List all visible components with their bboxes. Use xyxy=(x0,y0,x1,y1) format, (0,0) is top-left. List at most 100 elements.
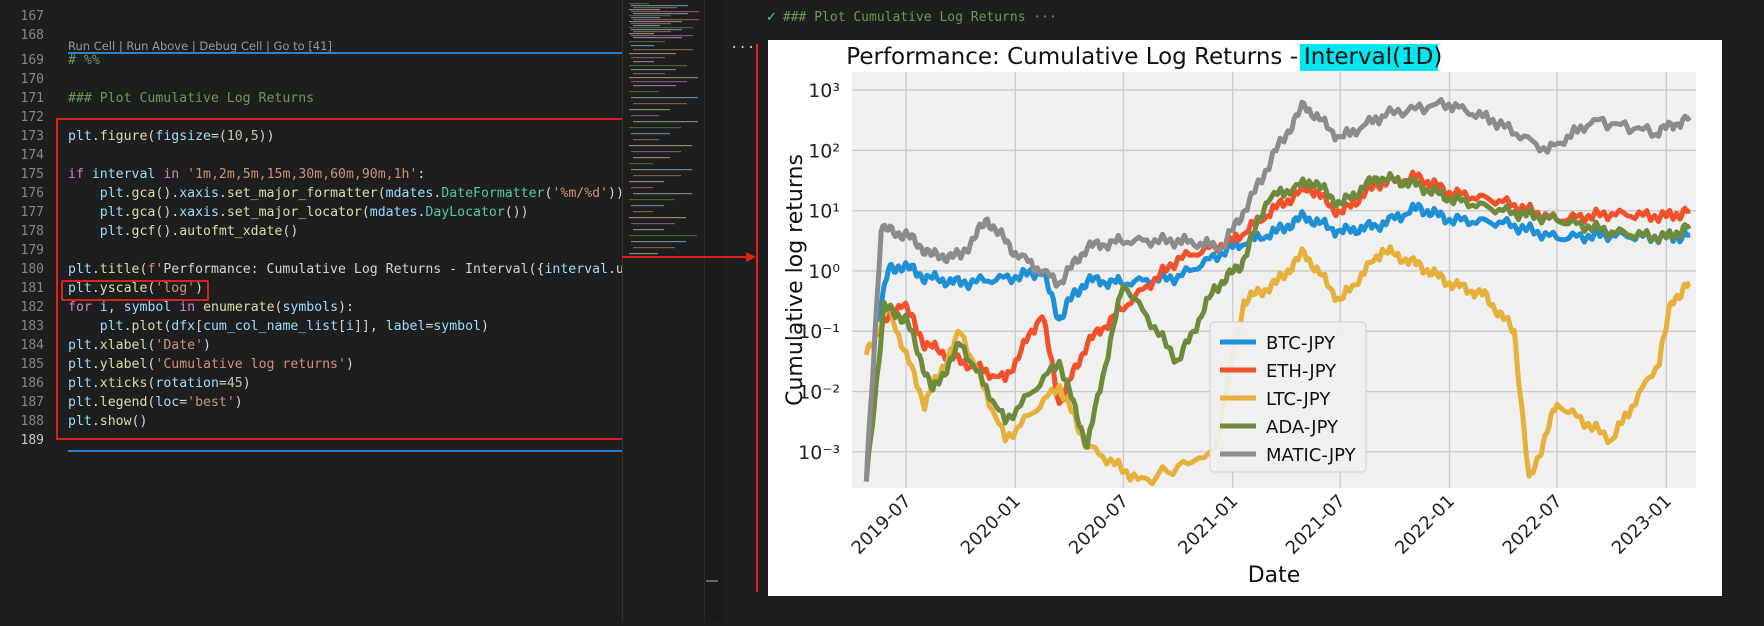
minimap-line xyxy=(631,223,675,225)
minimap-line xyxy=(629,163,653,165)
minimap-line xyxy=(633,139,659,141)
line-number: 168 xyxy=(20,28,44,43)
minimap-line xyxy=(629,109,670,111)
code-line[interactable]: # %% xyxy=(68,53,100,68)
legend-label: ADA-JPY xyxy=(1266,417,1339,438)
code-line[interactable]: plt.plot(dfx[cum_col_name_list[i]], labe… xyxy=(99,319,489,334)
output-more-button[interactable]: ··· xyxy=(730,40,756,56)
title-highlight xyxy=(1300,44,1438,71)
line-number: 186 xyxy=(20,376,44,391)
minimap-line xyxy=(633,37,682,39)
minimap-line xyxy=(631,187,653,189)
minimap-line xyxy=(629,77,698,79)
minimap-line xyxy=(631,29,682,31)
minimap-line xyxy=(633,103,687,105)
minimap-line xyxy=(633,7,677,9)
line-number: 188 xyxy=(20,414,44,429)
minimap-line xyxy=(633,157,670,159)
minimap-line xyxy=(629,41,665,43)
chart-title-highlight: Interval(1D) xyxy=(1304,44,1442,70)
code-line[interactable]: plt.ylabel('Cumulative log returns') xyxy=(68,357,354,372)
output-cell-header: ✓ ### Plot Cumulative Log Returns ··· xyxy=(766,10,1057,25)
minimap-line xyxy=(633,73,665,75)
minimap-line xyxy=(629,145,692,147)
annotation-line xyxy=(756,44,758,592)
minimap-line xyxy=(633,19,699,21)
series-line xyxy=(863,97,1692,482)
code-line[interactable]: plt.gca().xaxis.set_major_formatter(mdat… xyxy=(99,186,624,201)
output-header-text: ### Plot Cumulative Log Returns ··· xyxy=(782,10,1057,25)
minimap-preview xyxy=(629,3,699,255)
minimap-line xyxy=(631,69,676,71)
line-number: 172 xyxy=(20,110,44,125)
y-axis-label: Cumulative log returns xyxy=(783,154,808,406)
legend-label: BTC-JPY xyxy=(1266,333,1336,354)
code-line[interactable]: if interval in '1m,2m,5m,15m,30m,60m,90m… xyxy=(68,167,426,182)
minimap-line xyxy=(631,97,698,99)
minimap-line xyxy=(631,133,670,135)
minimap-line xyxy=(633,193,692,195)
minimap-line xyxy=(629,181,664,183)
code-line[interactable]: plt.show() xyxy=(68,414,148,429)
y-tick-label: 10² xyxy=(808,140,840,162)
minimap-line xyxy=(631,115,659,117)
y-tick-label: 10⁻¹ xyxy=(798,321,840,343)
line-number: 184 xyxy=(20,338,44,353)
minimap-line xyxy=(629,91,659,93)
minimap-line xyxy=(633,61,654,63)
minimap-line xyxy=(629,53,676,55)
minimap-line xyxy=(629,33,654,35)
code-line[interactable]: ### Plot Cumulative Log Returns xyxy=(68,91,315,106)
minimap-line xyxy=(629,217,686,219)
minimap-line xyxy=(633,13,688,15)
minimap-line xyxy=(633,25,660,27)
minimap-line xyxy=(633,49,693,51)
x-axis-label: Date xyxy=(1248,563,1301,588)
minimap-line xyxy=(631,205,664,207)
code-line[interactable]: plt.figure(figsize=(10,5)) xyxy=(68,129,275,144)
code-line[interactable]: plt.xticks(rotation=45) xyxy=(68,376,251,391)
line-number: 167 xyxy=(20,9,44,24)
scrollbar[interactable] xyxy=(706,580,718,582)
code-line[interactable]: plt.xlabel('Date') xyxy=(68,338,211,353)
minimap[interactable] xyxy=(622,0,705,622)
code-line[interactable]: plt.gcf().autofmt_xdate() xyxy=(99,224,299,239)
split-divider[interactable] xyxy=(704,0,723,622)
highlight-box-yscale xyxy=(61,280,209,301)
minimap-line xyxy=(629,235,697,237)
minimap-line xyxy=(629,253,658,255)
check-icon: ✓ xyxy=(766,10,777,25)
minimap-line xyxy=(631,151,681,153)
minimap-line xyxy=(631,45,654,47)
line-number: 175 xyxy=(20,167,44,182)
codelens-actions[interactable]: Run Cell | Run Above | Debug Cell | Go t… xyxy=(68,39,332,53)
minimap-line xyxy=(633,121,698,123)
minimap-line xyxy=(629,21,682,23)
minimap-line xyxy=(633,211,653,213)
line-number: 181 xyxy=(20,281,44,296)
code-editor[interactable]: 167 168 169 170 171 172 173 174 175 176 177 178 179 1… xyxy=(0,0,640,622)
code-line[interactable]: plt.legend(loc='best') xyxy=(68,395,243,410)
minimap-line xyxy=(629,9,660,11)
line-number: 179 xyxy=(20,243,44,258)
minimap-line xyxy=(631,5,688,7)
minimap-line xyxy=(629,65,687,67)
line-number: 180 xyxy=(20,262,44,277)
line-number: 185 xyxy=(20,357,44,372)
chart-output-image: 10⁻³ 10⁻² 10⁻¹ 10⁰ 10¹ 10² 10³ 2019-07 2020-01 20… xyxy=(768,40,1722,596)
y-tick-label: 10⁻² xyxy=(798,382,840,404)
code-line[interactable]: plt.yscale('log') xyxy=(68,281,204,296)
minimap-line xyxy=(631,17,660,19)
cell-divider xyxy=(68,450,622,452)
series-line xyxy=(875,201,1691,323)
minimap-line xyxy=(633,229,664,231)
legend-label: ETH-JPY xyxy=(1266,361,1337,382)
minimap-line xyxy=(633,175,681,177)
code-line[interactable]: for i, symbol in enumerate(symbols): xyxy=(68,300,354,315)
cell-divider xyxy=(68,52,622,54)
highlight-box-cell xyxy=(56,118,625,440)
line-number: 183 xyxy=(20,319,44,334)
chart-title: Performance: Cumulative Log Returns - xyxy=(846,44,1298,70)
code-line[interactable]: plt.gca().xaxis.set_major_locator(mdates… xyxy=(99,205,529,220)
